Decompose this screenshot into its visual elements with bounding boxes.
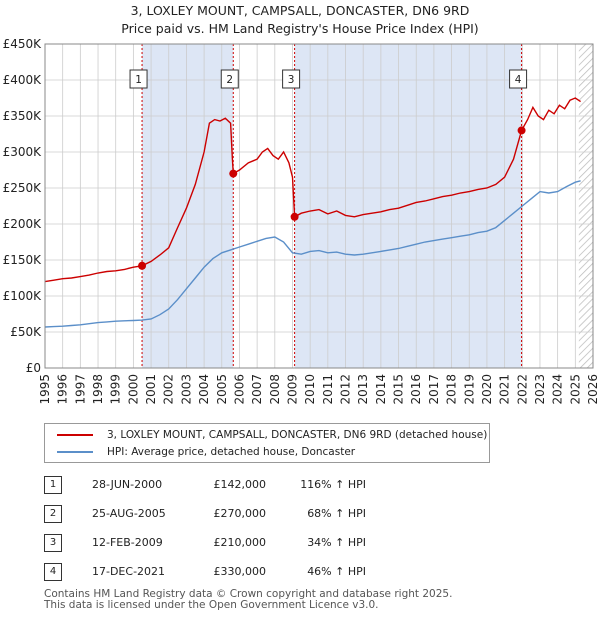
table-row: 3 12-FEB-2009 £210,000 34% ↑ HPI: [44, 532, 464, 554]
y-tick-label: £200K: [3, 217, 43, 231]
y-tick-label: £400K: [3, 73, 43, 87]
y-tick-label: £50K: [10, 325, 42, 339]
sale-number-badge: 3: [44, 534, 62, 552]
sale-date: 12-FEB-2009: [92, 536, 163, 549]
x-tick-label: 2024: [551, 374, 565, 405]
x-tick-label: 2000: [126, 374, 140, 405]
x-tick-label: 2014: [374, 374, 388, 405]
sale-number-badge: 2: [44, 505, 62, 523]
property-line-swatch: [57, 434, 93, 436]
x-tick-label: 2006: [232, 374, 246, 405]
x-tick-label: 2013: [356, 374, 370, 405]
table-row: 4 17-DEC-2021 £330,000 46% ↑ HPI: [44, 561, 464, 583]
chart-subtitle: Price paid vs. HM Land Registry's House …: [121, 21, 479, 36]
sale-label-box: [129, 69, 148, 89]
legend: 3, LOXLEY MOUNT, CAMPSALL, DONCASTER, DN…: [44, 423, 490, 463]
legend-hpi-label: HPI: Average price, detached house, Donc…: [107, 446, 356, 458]
future-hatch: [578, 44, 593, 368]
legend-item-hpi: HPI: Average price, detached house, Donc…: [57, 444, 355, 460]
y-tick-label: £250K: [3, 181, 43, 195]
sale-hpi-change: 46% ↑ HPI: [307, 565, 366, 578]
x-tick-label: 2005: [215, 374, 229, 405]
x-tick-label: 2026: [586, 374, 600, 405]
table-row: 1 28-JUN-2000 £142,000 116% ↑ HPI: [44, 474, 464, 496]
sale-label-text: 2: [226, 74, 233, 86]
y-tick-label: £300K: [3, 145, 43, 159]
sale-label-box: [509, 69, 528, 89]
sale-date: 28-JUN-2000: [92, 478, 163, 491]
sale-point: [138, 261, 147, 270]
x-tick-label: 2002: [162, 374, 176, 405]
footer-attribution: Contains HM Land Registry data © Crown c…: [44, 589, 452, 611]
x-tick-label: 2007: [250, 374, 264, 405]
sale-date: 17-DEC-2021: [92, 565, 166, 578]
x-tick-label: 2017: [427, 374, 441, 405]
sale-number-badge: 4: [44, 563, 62, 581]
sale-label-text: 3: [288, 74, 295, 86]
x-tick-label: 2022: [515, 374, 529, 405]
legend-property-label: 3, LOXLEY MOUNT, CAMPSALL, DONCASTER, DN…: [107, 429, 488, 441]
sale-point: [290, 212, 299, 221]
x-tick-label: 2008: [268, 374, 282, 405]
x-tick-label: 2001: [144, 374, 158, 405]
sale-hpi-change: 68% ↑ HPI: [307, 507, 366, 520]
price-chart: 1 2 3 4 £0 £50K £100K £150K £200K £250K £300K £350K…: [3, 37, 600, 405]
x-tick-label: 2010: [303, 374, 317, 405]
sale-number-badge: 1: [44, 476, 62, 494]
x-tick-label: 2009: [285, 374, 299, 405]
x-tick-label: 2003: [179, 374, 193, 405]
y-tick-label: £350K: [3, 109, 43, 123]
shaded-period: [294, 44, 522, 368]
sale-price: £142,000: [213, 478, 267, 491]
sale-price: £210,000: [213, 536, 267, 549]
y-tick-label: £150K: [3, 253, 43, 267]
sale-price: £270,000: [213, 507, 267, 520]
chart-title: 3, LOXLEY MOUNT, CAMPSALL, DONCASTER, DN…: [130, 3, 470, 18]
x-tick-label: 2016: [409, 374, 423, 405]
sale-label-box: [220, 69, 239, 89]
x-tick-label: 1998: [91, 374, 105, 405]
sale-date: 25-AUG-2005: [92, 507, 166, 520]
x-tick-label: 2019: [462, 374, 476, 405]
x-tick-label: 2025: [568, 374, 582, 405]
x-tick-label: 2012: [339, 374, 353, 405]
sale-label-box: [282, 69, 301, 89]
x-tick-label: 1995: [38, 374, 52, 405]
x-tick-label: 2020: [480, 374, 494, 405]
hpi-line: [44, 180, 581, 328]
x-tick-label: 2023: [533, 374, 547, 405]
x-tick-label: 1997: [73, 374, 87, 405]
footer-line-licence: This data is licensed under the Open Gov…: [44, 599, 379, 611]
table-row: 2 25-AUG-2005 £270,000 68% ↑ HPI: [44, 503, 464, 525]
y-tick-label: £450K: [3, 37, 43, 51]
x-tick-label: 2018: [445, 374, 459, 405]
x-tick-label: 1996: [56, 374, 70, 405]
x-tick-label: 2015: [392, 374, 406, 405]
sale-label-text: 1: [135, 74, 142, 86]
y-tick-label: £0: [26, 361, 41, 375]
sale-hpi-change: 34% ↑ HPI: [307, 536, 366, 549]
legend-item-property: 3, LOXLEY MOUNT, CAMPSALL, DONCASTER, DN…: [57, 427, 487, 443]
sale-point: [517, 126, 526, 135]
x-tick-label: 2011: [321, 374, 335, 405]
footer-line-copyright: Contains HM Land Registry data © Crown c…: [44, 588, 453, 600]
sale-hpi-change: 116% ↑ HPI: [300, 478, 366, 491]
x-tick-label: 2021: [498, 374, 512, 405]
y-tick-label: £100K: [3, 289, 43, 303]
sale-price: £330,000: [213, 565, 267, 578]
plot-border: [44, 43, 594, 369]
x-tick-label: 2004: [197, 374, 211, 405]
hpi-line-swatch: [57, 451, 93, 453]
sale-label-text: 4: [515, 74, 522, 86]
sale-point: [229, 169, 238, 178]
x-tick-label: 1999: [109, 374, 123, 405]
